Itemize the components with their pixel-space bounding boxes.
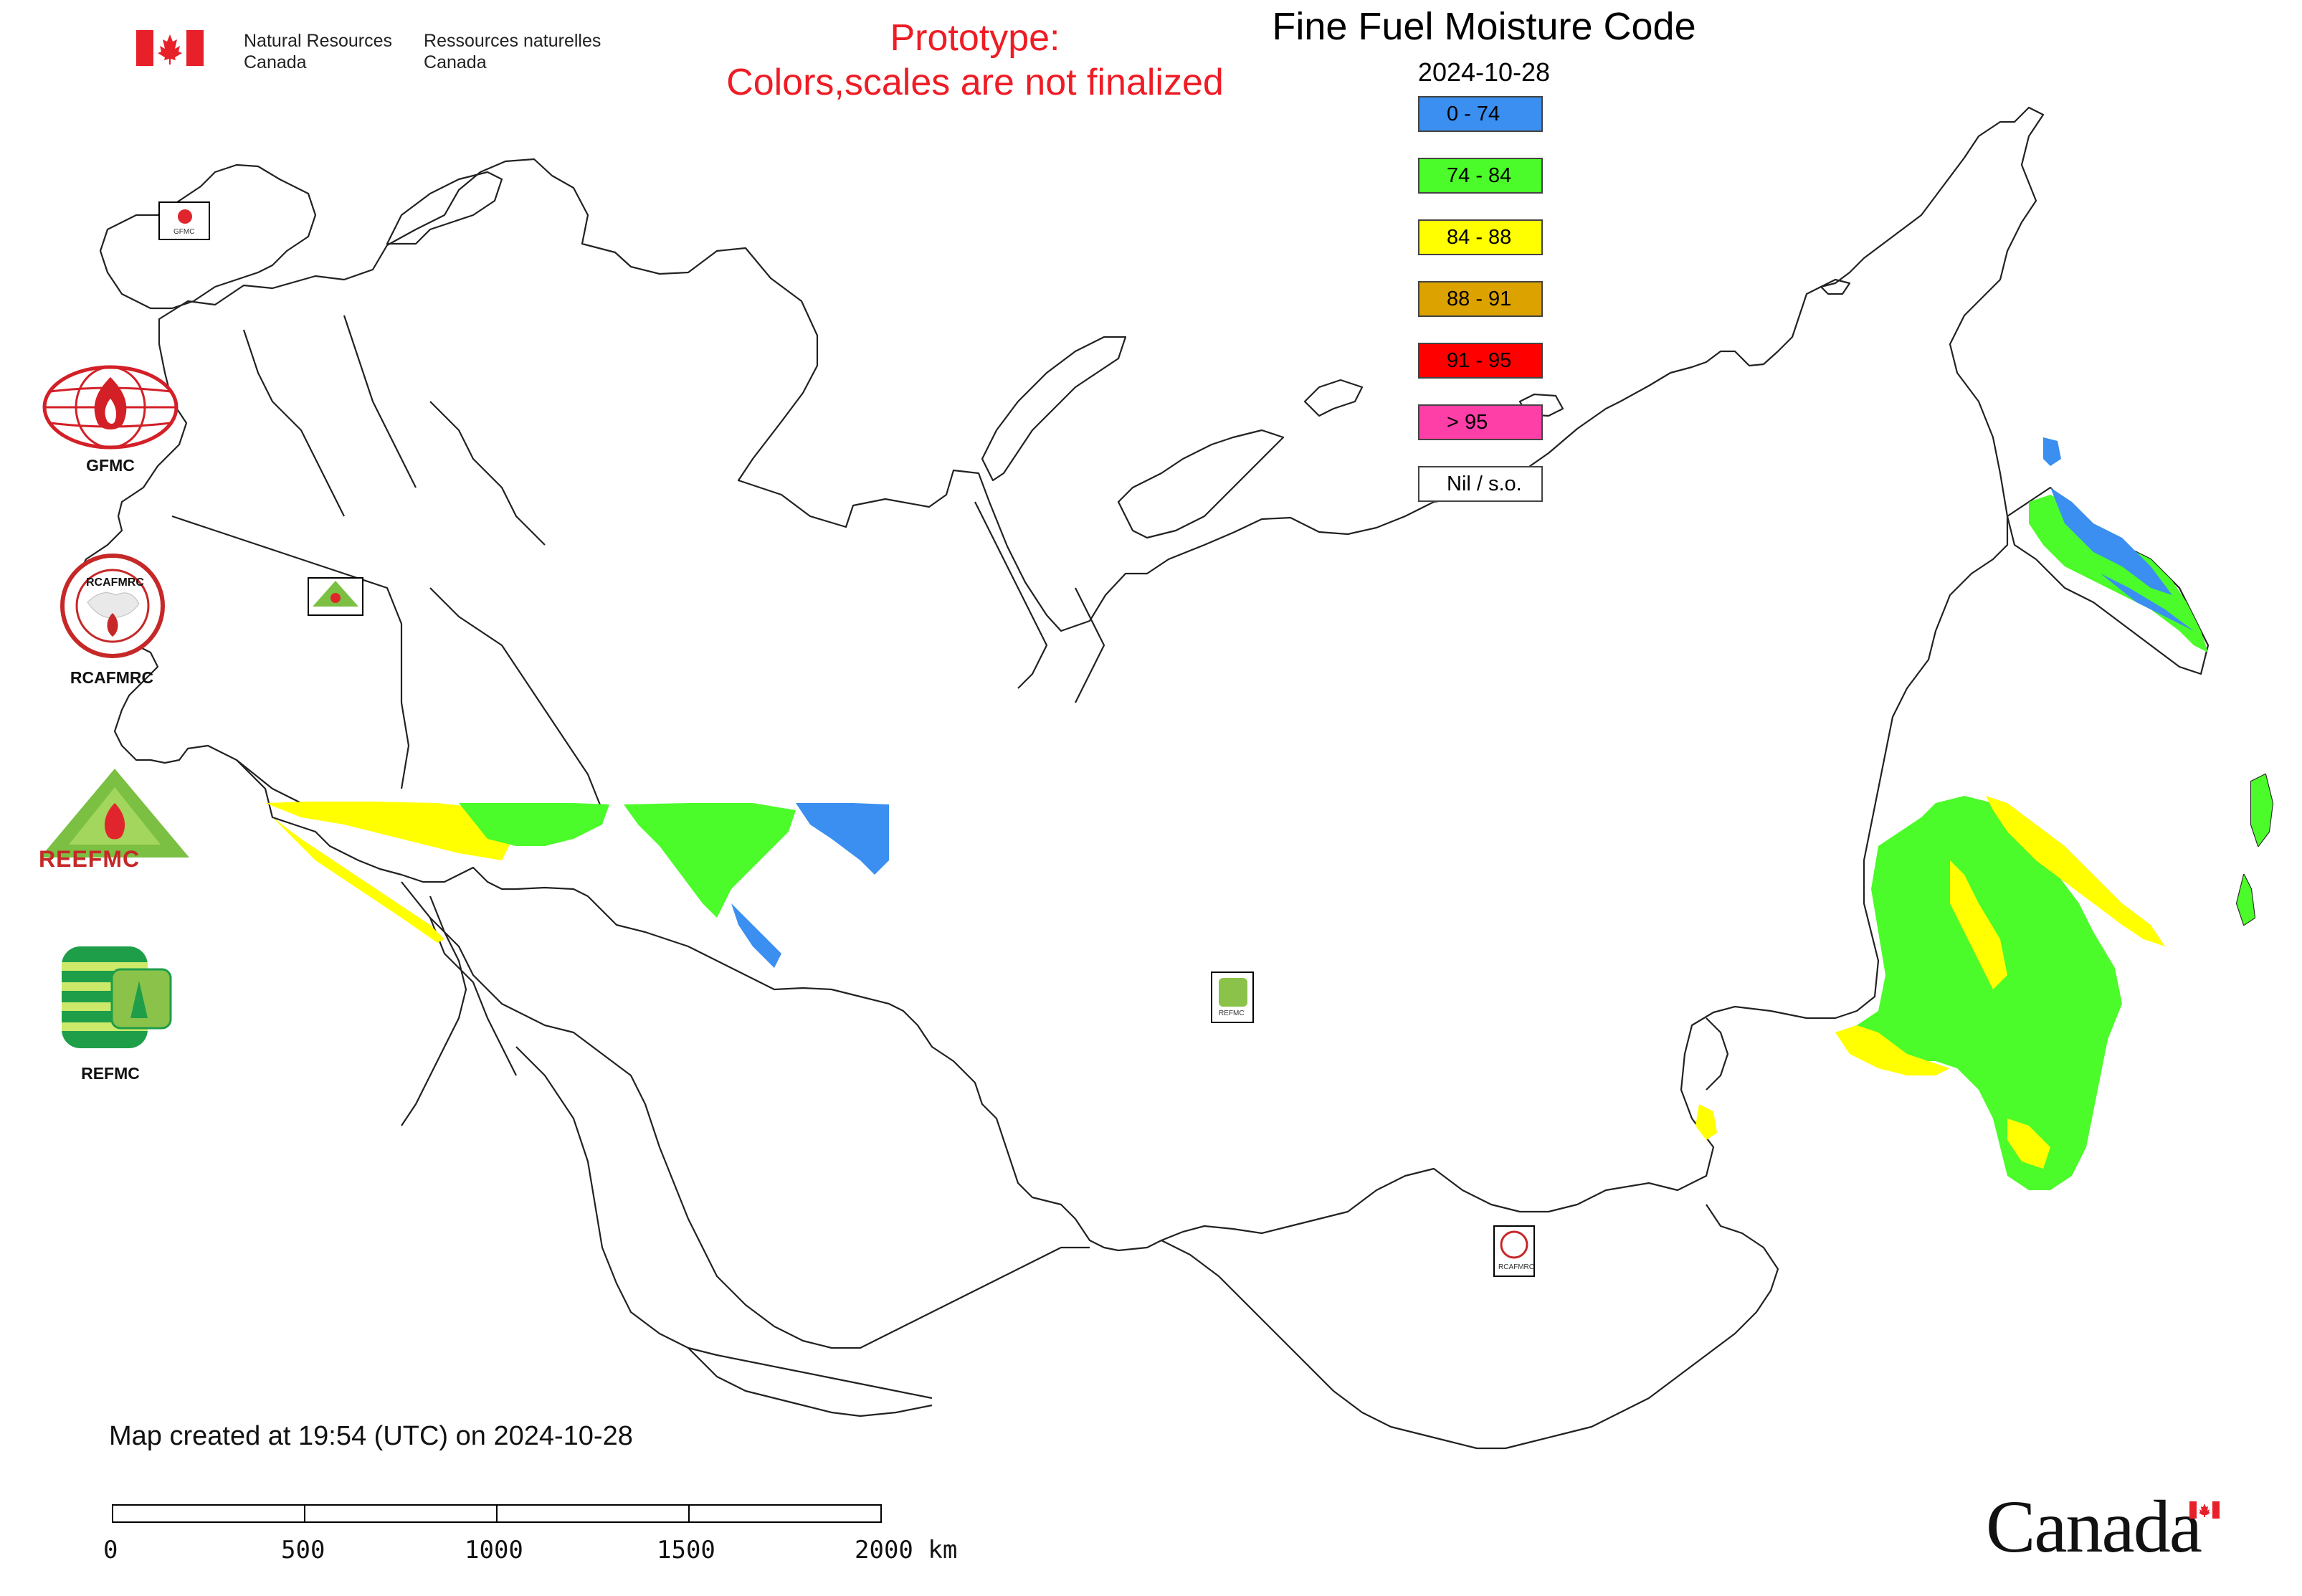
legend-item: 0 - 74	[1418, 96, 1543, 132]
refmc-logo	[59, 944, 173, 1055]
marker-rcafmrc-ring-icon	[1500, 1230, 1528, 1259]
prototype-line-2: Colors,scales are not finalized	[726, 62, 1224, 103]
kamchatka-blue	[2043, 437, 2194, 631]
scale-tick-1500: 1500	[657, 1536, 715, 1564]
taimyr-outline	[1117, 429, 1285, 539]
agency-name-fr-2: Canada	[424, 52, 487, 72]
kola-outline	[386, 171, 503, 245]
wrangel-outline	[1820, 278, 1851, 295]
marker-refmc-icon	[1219, 978, 1247, 1007]
reefmc-wordmark: REEFMC	[39, 846, 141, 872]
gfmc-logo	[40, 363, 181, 455]
severnaya-zemlya-outline	[1303, 379, 1364, 417]
marker-rcafmrc-label: RCAFMRC	[1498, 1263, 1534, 1271]
rcafmrc-logo	[59, 552, 166, 663]
europe-border-4	[171, 515, 410, 789]
uzbek-border	[515, 1046, 933, 1400]
far-east-yellow-2	[1950, 860, 2007, 989]
sakhalin-green	[2237, 774, 2273, 925]
nrcan-signature: Natural Resources Canada Ressources natu…	[136, 30, 601, 73]
far-east-yellow-3	[2007, 1118, 2050, 1169]
refmc-label: REFMC	[81, 1064, 140, 1083]
amur-outline	[1706, 1017, 1729, 1091]
map-markers	[158, 201, 1535, 1277]
okhotsk-coast-yellow	[1986, 796, 2165, 946]
kamchatka-green	[2029, 495, 2208, 652]
turkmen-border	[688, 1347, 933, 1417]
south-russia-data	[265, 802, 889, 968]
rcafmrc-seal-title: RCAFMRC	[86, 576, 144, 589]
rcafmrc-seal-icon	[60, 554, 165, 658]
prototype-notice: Prototype: Colors,scales are not finaliz…	[645, 16, 1305, 105]
prototype-line-1: Prototype:	[890, 17, 1060, 59]
stripe-yellow-streak	[272, 817, 444, 943]
mongolia-border	[1161, 1204, 1779, 1450]
primorye-yellow	[1695, 1104, 1717, 1140]
europe-border-6	[401, 896, 467, 1126]
scandinavia-outline	[99, 163, 317, 310]
country-outline-main	[77, 106, 2045, 1252]
agency-name-en-2: Canada	[244, 52, 307, 72]
far-east-data	[1695, 774, 2273, 1190]
gydan-coast	[1075, 587, 1105, 703]
legend-item: 84 - 88	[1418, 219, 1543, 255]
gfmc-globe-icon	[42, 365, 179, 450]
europe-border-1	[242, 329, 345, 517]
canada-flag-icon	[136, 30, 204, 66]
rcafmrc-label: RCAFMRC	[70, 668, 154, 687]
legend-item: Nil / s.o.	[1418, 466, 1543, 502]
marker-gfmc-label: GFMC	[173, 228, 195, 236]
marker-gfmc-flame-icon	[178, 209, 192, 224]
legend-item: 91 - 95	[1418, 343, 1543, 379]
stripe-blue	[796, 803, 889, 875]
legend-item: 74 - 84	[1418, 158, 1543, 194]
map-title: Fine Fuel Moisture Code	[1272, 5, 1696, 48]
scale-tick-0: 0	[103, 1536, 118, 1564]
marker-reefmc-flame-icon	[330, 593, 341, 603]
map-created-note: Map created at 19:54 (UTC) on 2024-10-28	[109, 1421, 633, 1451]
scale-tick-1000: 1000	[465, 1536, 523, 1564]
legend-item: > 95	[1418, 404, 1543, 440]
scale-tick-500: 500	[281, 1536, 325, 1564]
canada-wordmark: Canada	[1986, 1486, 2202, 1568]
yamal-coast	[974, 501, 1048, 689]
far-east-green	[1835, 796, 2122, 1190]
europe-border-2	[343, 315, 417, 488]
agency-name-fr-1: Ressources naturelles	[424, 31, 601, 51]
kamchatka-data	[2029, 437, 2208, 652]
europe-border-3	[429, 401, 546, 546]
marker-gfmc	[158, 201, 210, 240]
refmc-sigma-icon	[62, 946, 172, 1048]
wordmark-flag-icon	[2189, 1501, 2220, 1519]
marker-refmc-label: REFMC	[1219, 1010, 1245, 1017]
gfmc-label: GFMC	[86, 456, 135, 475]
russia-ukraine-border	[429, 587, 604, 811]
map-date: 2024-10-28	[1417, 57, 1551, 87]
caspian-sea	[429, 917, 517, 1076]
reefmc-logo	[39, 766, 191, 877]
scale-bar	[112, 1504, 882, 1524]
novaya-zemlya-outline	[981, 336, 1127, 482]
agency-name-en-1: Natural Resources	[244, 31, 393, 51]
scale-tick-2000: 2000 km	[855, 1536, 958, 1564]
stripe-green-b	[624, 803, 796, 918]
legend-item: 88 - 91	[1418, 281, 1543, 317]
kazakhstan-border	[401, 881, 1090, 1349]
stripe-green-a	[459, 803, 609, 846]
stripe-yellow	[265, 802, 516, 860]
reefmc-triangle-icon	[40, 769, 189, 858]
far-east-yellow-1	[1835, 1025, 1950, 1075]
stripe-blue-streak	[731, 903, 781, 968]
